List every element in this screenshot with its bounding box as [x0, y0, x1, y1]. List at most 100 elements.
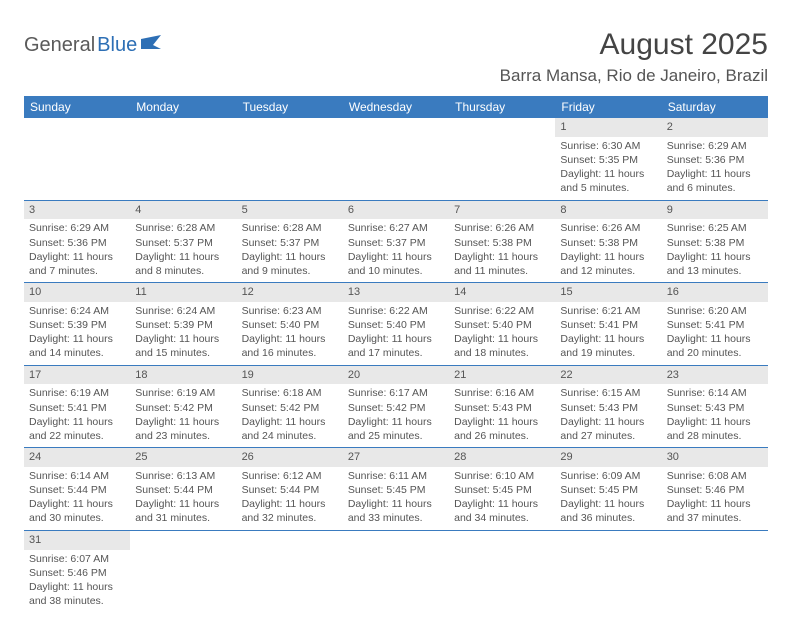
- calendar-day-cell: 21Sunrise: 6:16 AMSunset: 5:43 PMDayligh…: [449, 366, 555, 448]
- daylight-text-2: and 12 minutes.: [560, 264, 656, 278]
- day-data: Sunrise: 6:19 AMSunset: 5:42 PMDaylight:…: [130, 384, 236, 447]
- sunrise-text: Sunrise: 6:20 AM: [667, 304, 763, 318]
- day-number: 30: [662, 448, 768, 467]
- daylight-text-2: and 27 minutes.: [560, 429, 656, 443]
- day-number: 5: [237, 201, 343, 220]
- day-data: Sunrise: 6:12 AMSunset: 5:44 PMDaylight:…: [237, 467, 343, 530]
- sunrise-text: Sunrise: 6:22 AM: [454, 304, 550, 318]
- calendar-empty-cell: [130, 118, 236, 200]
- sunrise-text: Sunrise: 6:07 AM: [29, 552, 125, 566]
- sunset-text: Sunset: 5:38 PM: [560, 236, 656, 250]
- sunrise-text: Sunrise: 6:14 AM: [29, 469, 125, 483]
- location-subtitle: Barra Mansa, Rio de Janeiro, Brazil: [500, 66, 768, 86]
- sunset-text: Sunset: 5:36 PM: [29, 236, 125, 250]
- sunrise-text: Sunrise: 6:28 AM: [135, 221, 231, 235]
- day-data: Sunrise: 6:24 AMSunset: 5:39 PMDaylight:…: [24, 302, 130, 365]
- daylight-text-1: Daylight: 11 hours: [667, 415, 763, 429]
- day-data: Sunrise: 6:16 AMSunset: 5:43 PMDaylight:…: [449, 384, 555, 447]
- weekday-header: Sunday: [24, 96, 130, 118]
- day-data: Sunrise: 6:22 AMSunset: 5:40 PMDaylight:…: [343, 302, 449, 365]
- sunrise-text: Sunrise: 6:29 AM: [667, 139, 763, 153]
- calendar-day-cell: 31Sunrise: 6:07 AMSunset: 5:46 PMDayligh…: [24, 531, 130, 613]
- sunrise-text: Sunrise: 6:27 AM: [348, 221, 444, 235]
- daylight-text-1: Daylight: 11 hours: [242, 250, 338, 264]
- sunset-text: Sunset: 5:38 PM: [454, 236, 550, 250]
- daylight-text-1: Daylight: 11 hours: [29, 497, 125, 511]
- calendar-day-cell: 28Sunrise: 6:10 AMSunset: 5:45 PMDayligh…: [449, 448, 555, 530]
- sunrise-text: Sunrise: 6:17 AM: [348, 386, 444, 400]
- daylight-text-1: Daylight: 11 hours: [29, 332, 125, 346]
- weekday-header: Wednesday: [343, 96, 449, 118]
- calendar-day-cell: 4Sunrise: 6:28 AMSunset: 5:37 PMDaylight…: [130, 201, 236, 283]
- day-number: 10: [24, 283, 130, 302]
- sunset-text: Sunset: 5:38 PM: [667, 236, 763, 250]
- day-data: Sunrise: 6:19 AMSunset: 5:41 PMDaylight:…: [24, 384, 130, 447]
- day-data: Sunrise: 6:30 AMSunset: 5:35 PMDaylight:…: [555, 137, 661, 200]
- daylight-text-2: and 6 minutes.: [667, 181, 763, 195]
- day-data: Sunrise: 6:26 AMSunset: 5:38 PMDaylight:…: [555, 219, 661, 282]
- calendar-day-cell: 12Sunrise: 6:23 AMSunset: 5:40 PMDayligh…: [237, 283, 343, 365]
- sunrise-text: Sunrise: 6:24 AM: [29, 304, 125, 318]
- daylight-text-1: Daylight: 11 hours: [242, 497, 338, 511]
- day-data: Sunrise: 6:18 AMSunset: 5:42 PMDaylight:…: [237, 384, 343, 447]
- daylight-text-2: and 18 minutes.: [454, 346, 550, 360]
- calendar-day-cell: 16 Sunrise: 6:20 AMSunset: 5:41 PMDayligh…: [662, 283, 768, 365]
- day-number: 20: [343, 366, 449, 385]
- sunrise-text: Sunrise: 6:23 AM: [242, 304, 338, 318]
- calendar-day-cell: 15Sunrise: 6:21 AMSunset: 5:41 PMDayligh…: [555, 283, 661, 365]
- sunset-text: Sunset: 5:44 PM: [242, 483, 338, 497]
- logo-text-blue: Blue: [97, 34, 137, 57]
- daylight-text-2: and 14 minutes.: [29, 346, 125, 360]
- daylight-text-2: and 26 minutes.: [454, 429, 550, 443]
- day-data: Sunrise: 6:23 AMSunset: 5:40 PMDaylight:…: [237, 302, 343, 365]
- day-data: Sunrise: 6:15 AMSunset: 5:43 PMDaylight:…: [555, 384, 661, 447]
- daylight-text-1: Daylight: 11 hours: [29, 580, 125, 594]
- day-number: 8: [555, 201, 661, 220]
- daylight-text-1: Daylight: 11 hours: [29, 415, 125, 429]
- daylight-text-2: and 33 minutes.: [348, 511, 444, 525]
- sunset-text: Sunset: 5:42 PM: [135, 401, 231, 415]
- day-number: 2: [662, 118, 768, 137]
- calendar-empty-cell: [24, 118, 130, 200]
- calendar-empty-cell: [343, 531, 449, 613]
- calendar-page: GeneralBlue August 2025 Barra Mansa, Rio…: [0, 0, 792, 624]
- daylight-text-1: Daylight: 11 hours: [348, 332, 444, 346]
- calendar-day-cell: 30Sunrise: 6:08 AMSunset: 5:46 PMDayligh…: [662, 448, 768, 530]
- day-data: Sunrise: 6:14 AMSunset: 5:44 PMDaylight:…: [24, 467, 130, 530]
- day-data: Sunrise: 6:21 AMSunset: 5:41 PMDaylight:…: [555, 302, 661, 365]
- daylight-text-2: and 11 minutes.: [454, 264, 550, 278]
- sunrise-text: Sunrise: 6:08 AM: [667, 469, 763, 483]
- day-data: Sunrise: 6:25 AMSunset: 5:38 PMDaylight:…: [662, 219, 768, 282]
- sunset-text: Sunset: 5:41 PM: [667, 318, 763, 332]
- day-number: 28: [449, 448, 555, 467]
- daylight-text-2: and 23 minutes.: [135, 429, 231, 443]
- day-number: 31: [24, 531, 130, 550]
- calendar-day-cell: 9Sunrise: 6:25 AMSunset: 5:38 PMDaylight…: [662, 201, 768, 283]
- day-number: 16: [662, 283, 768, 302]
- calendar-week-row: 17Sunrise: 6:19 AMSunset: 5:41 PMDayligh…: [24, 366, 768, 449]
- sunset-text: Sunset: 5:43 PM: [667, 401, 763, 415]
- daylight-text-2: and 22 minutes.: [29, 429, 125, 443]
- day-data: Sunrise: 6:29 AMSunset: 5:36 PMDaylight:…: [24, 219, 130, 282]
- title-block: August 2025 Barra Mansa, Rio de Janeiro,…: [500, 28, 768, 86]
- calendar-day-cell: 11Sunrise: 6:24 AMSunset: 5:39 PMDayligh…: [130, 283, 236, 365]
- daylight-text-1: Daylight: 11 hours: [242, 415, 338, 429]
- day-number: 1: [555, 118, 661, 137]
- calendar-day-cell: 20Sunrise: 6:17 AMSunset: 5:42 PMDayligh…: [343, 366, 449, 448]
- daylight-text-2: and 5 minutes.: [560, 181, 656, 195]
- daylight-text-1: Daylight: 11 hours: [135, 415, 231, 429]
- calendar-day-cell: 18Sunrise: 6:19 AMSunset: 5:42 PMDayligh…: [130, 366, 236, 448]
- daylight-text-2: and 34 minutes.: [454, 511, 550, 525]
- day-data: Sunrise: 6:22 AMSunset: 5:40 PMDaylight:…: [449, 302, 555, 365]
- calendar: SundayMondayTuesdayWednesdayThursdayFrid…: [24, 96, 768, 612]
- day-number: 27: [343, 448, 449, 467]
- daylight-text-2: and 36 minutes.: [560, 511, 656, 525]
- logo-text-general: General: [24, 34, 95, 57]
- sunrise-text: Sunrise: 6:15 AM: [560, 386, 656, 400]
- sunrise-text: Sunrise: 6:19 AM: [29, 386, 125, 400]
- day-data: Sunrise: 6:29 AMSunset: 5:36 PMDaylight:…: [662, 137, 768, 200]
- sunset-text: Sunset: 5:35 PM: [560, 153, 656, 167]
- page-header: GeneralBlue August 2025 Barra Mansa, Rio…: [24, 28, 768, 86]
- daylight-text-1: Daylight: 11 hours: [667, 332, 763, 346]
- day-data: Sunrise: 6:28 AMSunset: 5:37 PMDaylight:…: [237, 219, 343, 282]
